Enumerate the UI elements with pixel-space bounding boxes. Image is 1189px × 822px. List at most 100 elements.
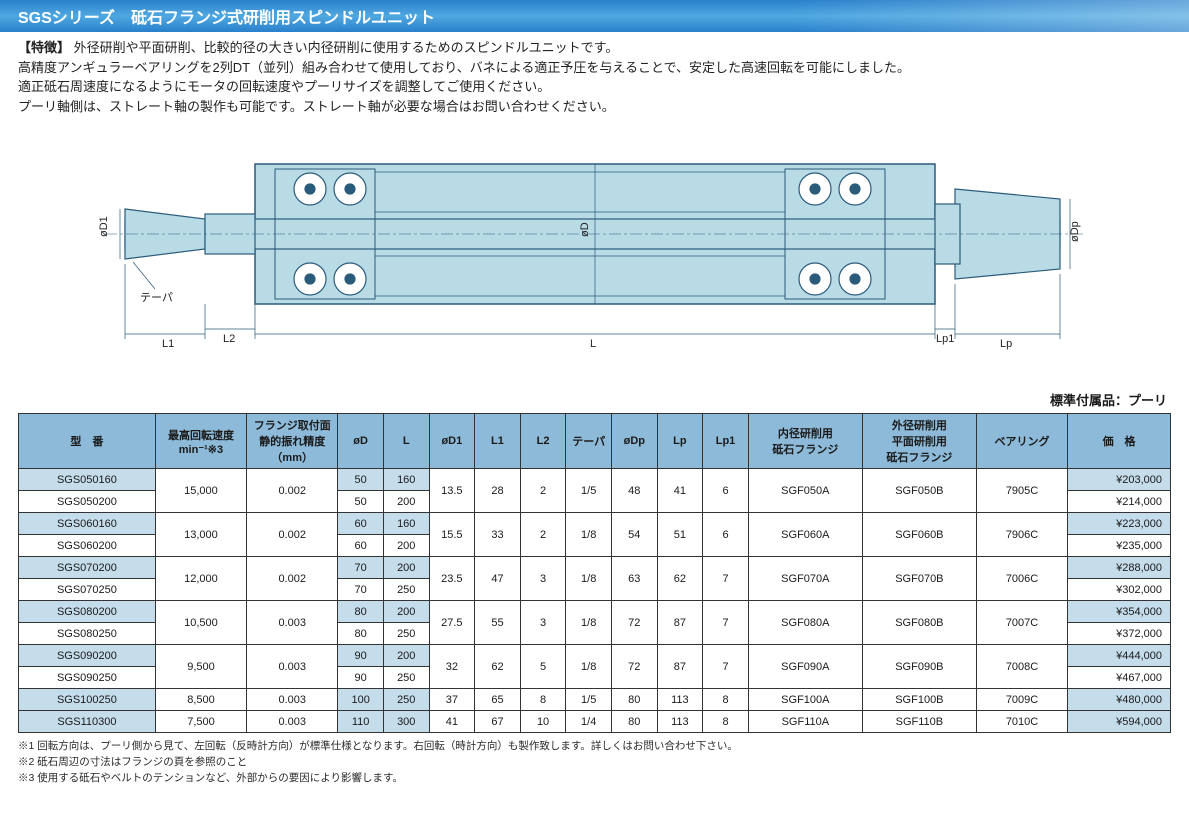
cell-l2: 2: [520, 469, 566, 513]
page-title: SGSシリーズ 砥石フランジ式研削用スピンドルユニット: [0, 0, 1189, 32]
diagram-container: テーパ L1 L2 L Lp1 Lp øD1 øD øDp: [18, 134, 1171, 382]
cell-price: ¥372,000: [1068, 623, 1171, 645]
cell-dp: 80: [611, 689, 657, 711]
cell-model: SGS060200: [19, 535, 156, 557]
th-dp: øDp: [611, 414, 657, 469]
cell-runout: 0.002: [247, 469, 338, 513]
cell-price: ¥467,000: [1068, 667, 1171, 689]
table-row: SGS05016015,0000.0025016013.52821/548416…: [19, 469, 1171, 491]
cell-dp: 72: [611, 601, 657, 645]
table-row: SGS07020012,0000.0027020023.54731/863627…: [19, 557, 1171, 579]
cell-d: 60: [338, 513, 384, 535]
cell-fl2: SGF080B: [862, 601, 976, 645]
cell-l: 250: [383, 667, 429, 689]
cell-l1: 65: [475, 689, 521, 711]
cell-l2: 5: [520, 645, 566, 689]
spec-table: 型 番 最高回転速度 min⁻¹※3 フランジ取付面 静的振れ精度 （mm） ø…: [18, 413, 1171, 733]
cell-model: SGS090250: [19, 667, 156, 689]
label-phid: øD: [579, 222, 591, 237]
cell-taper: 1/4: [566, 711, 612, 733]
cell-d: 80: [338, 623, 384, 645]
cell-taper: 1/8: [566, 557, 612, 601]
cell-lp1: 6: [703, 513, 749, 557]
cell-lp: 87: [657, 601, 703, 645]
cell-l2: 10: [520, 711, 566, 733]
label-l: L: [590, 338, 596, 350]
content-area: 【特徴】 外径研削や平面研削、比較的径の大きい内径研削に使用するためのスピンドル…: [0, 32, 1189, 792]
cell-l2: 3: [520, 601, 566, 645]
cell-l: 200: [383, 601, 429, 623]
cell-taper: 1/5: [566, 469, 612, 513]
cell-runout: 0.003: [247, 601, 338, 645]
cell-l: 160: [383, 469, 429, 491]
cell-d1: 32: [429, 645, 475, 689]
cell-l: 250: [383, 623, 429, 645]
cell-lp1: 6: [703, 469, 749, 513]
cell-l1: 47: [475, 557, 521, 601]
label-taper: テーパ: [140, 291, 173, 304]
cell-d: 50: [338, 491, 384, 513]
cell-d1: 13.5: [429, 469, 475, 513]
cell-fl1: SGF080A: [748, 601, 862, 645]
cell-l: 200: [383, 491, 429, 513]
footnotes: ※1 回転方向は、プーリ側から見て、左回転（反時計方向）が標準仕様となります。右…: [18, 739, 1171, 786]
cell-d: 70: [338, 557, 384, 579]
cell-fl1: SGF050A: [748, 469, 862, 513]
cell-lp: 87: [657, 645, 703, 689]
th-l1: L1: [475, 414, 521, 469]
cell-d: 100: [338, 689, 384, 711]
cell-l2: 8: [520, 689, 566, 711]
th-price: 価 格: [1068, 414, 1171, 469]
th-d1: øD1: [429, 414, 475, 469]
th-lp: Lp: [657, 414, 703, 469]
feature-label: 【特徴】: [18, 40, 70, 55]
feature-block: 【特徴】 外径研削や平面研削、比較的径の大きい内径研削に使用するためのスピンドル…: [18, 38, 1171, 58]
label-phid1: øD1: [98, 216, 110, 237]
cell-taper: 1/5: [566, 689, 612, 711]
table-body: SGS05016015,0000.0025016013.52821/548416…: [19, 469, 1171, 733]
cell-l: 200: [383, 535, 429, 557]
cell-taper: 1/8: [566, 645, 612, 689]
cell-dp: 63: [611, 557, 657, 601]
cell-lp1: 7: [703, 645, 749, 689]
cell-fl2: SGF050B: [862, 469, 976, 513]
cell-dp: 54: [611, 513, 657, 557]
cell-fl1: SGF100A: [748, 689, 862, 711]
cell-d: 90: [338, 667, 384, 689]
cell-model: SGS050160: [19, 469, 156, 491]
spindle-diagram: テーパ L1 L2 L Lp1 Lp øD1 øD øDp: [85, 134, 1105, 379]
cell-speed: 13,000: [155, 513, 246, 557]
cell-speed: 10,500: [155, 601, 246, 645]
th-lp1: Lp1: [703, 414, 749, 469]
cell-fl1: SGF090A: [748, 645, 862, 689]
table-row: SGS0902009,5000.00390200326251/872877SGF…: [19, 645, 1171, 667]
cell-price: ¥444,000: [1068, 645, 1171, 667]
cell-dp: 80: [611, 711, 657, 733]
cell-l1: 55: [475, 601, 521, 645]
cell-l: 250: [383, 579, 429, 601]
cell-lp: 62: [657, 557, 703, 601]
th-model: 型 番: [19, 414, 156, 469]
cell-l1: 67: [475, 711, 521, 733]
label-l2: L2: [223, 333, 235, 345]
note-1: ※1 回転方向は、プーリ側から見て、左回転（反時計方向）が標準仕様となります。右…: [18, 739, 1171, 755]
cell-price: ¥235,000: [1068, 535, 1171, 557]
cell-model: SGS100250: [19, 689, 156, 711]
cell-lp1: 7: [703, 557, 749, 601]
cell-l2: 2: [520, 513, 566, 557]
cell-price: ¥214,000: [1068, 491, 1171, 513]
cell-bearing: 7010C: [976, 711, 1067, 733]
cell-price: ¥203,000: [1068, 469, 1171, 491]
cell-l1: 62: [475, 645, 521, 689]
cell-runout: 0.003: [247, 711, 338, 733]
note-3: ※3 使用する砥石やベルトのテンションなど、外部からの要因により影響します。: [18, 771, 1171, 787]
cell-price: ¥594,000: [1068, 711, 1171, 733]
note-2: ※2 砥石周辺の寸法はフランジの頁を参照のこと: [18, 755, 1171, 771]
cell-fl1: SGF070A: [748, 557, 862, 601]
cell-price: ¥223,000: [1068, 513, 1171, 535]
cell-bearing: 7009C: [976, 689, 1067, 711]
th-d: øD: [338, 414, 384, 469]
cell-dp: 72: [611, 645, 657, 689]
cell-lp: 41: [657, 469, 703, 513]
table-row: SGS1002508,5000.003100250376581/5801138S…: [19, 689, 1171, 711]
